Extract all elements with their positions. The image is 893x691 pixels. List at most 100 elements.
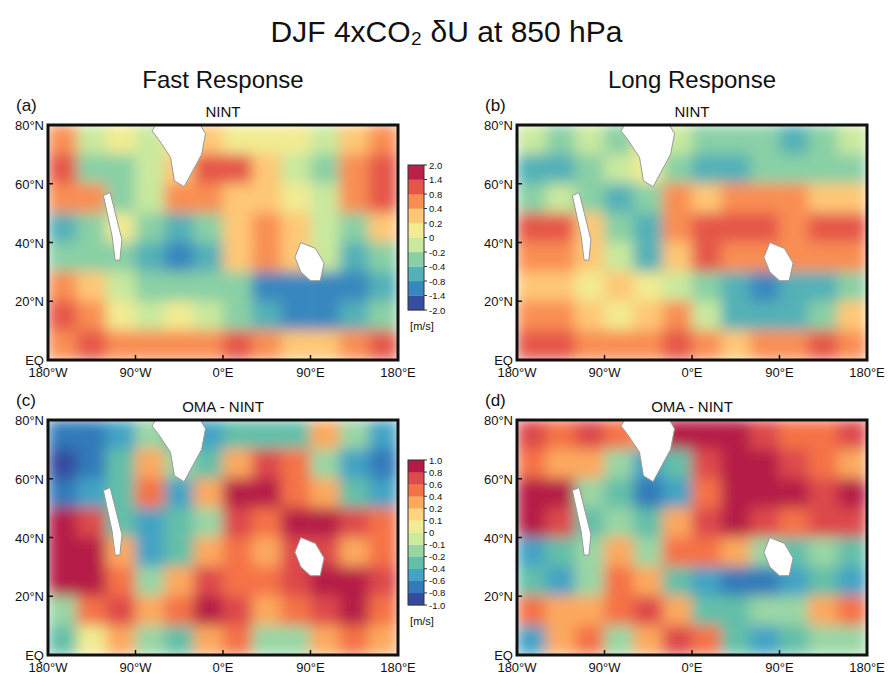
heat-cell — [663, 596, 693, 626]
column-title: Long Response — [608, 66, 776, 93]
heat-cell — [310, 301, 340, 331]
heat-cell — [633, 537, 663, 567]
heat-cell — [692, 125, 722, 155]
heat-cell — [194, 183, 224, 213]
heat-cell — [546, 272, 576, 302]
colorbar-tick-label: -1.0 — [429, 600, 445, 611]
heat-cell — [575, 330, 605, 360]
heat-cell — [339, 272, 369, 302]
colorbar-bin — [408, 557, 424, 569]
heat-cell — [604, 596, 634, 626]
heat-cell — [808, 449, 838, 479]
heat-cell — [48, 567, 77, 597]
x-tick — [135, 355, 137, 360]
heat-cell — [808, 420, 838, 450]
heat-cell — [838, 125, 867, 155]
colorbar-bin — [408, 545, 424, 557]
heat-cell — [223, 330, 253, 360]
y-tick-label: 20°N — [484, 589, 513, 604]
heat-cell — [517, 125, 546, 155]
colorbar-tick-label: -0.4 — [429, 563, 445, 574]
panel-title: NINT — [206, 103, 241, 120]
y-tick — [517, 124, 522, 126]
colorbar-bin — [408, 180, 424, 195]
plot-area — [517, 125, 867, 360]
heat-cell — [77, 596, 107, 626]
heat-cell — [194, 478, 224, 508]
heat-cell — [339, 125, 369, 155]
heat-cell — [721, 242, 751, 272]
x-tick — [222, 355, 224, 360]
heat-cell — [546, 478, 576, 508]
heat-cell — [633, 478, 663, 508]
heat-cell — [663, 330, 693, 360]
colorbar-bin — [408, 460, 424, 472]
heat-cell — [369, 183, 398, 213]
heat-cell — [779, 449, 809, 479]
heat-cell — [281, 213, 311, 243]
heat-cell — [779, 213, 809, 243]
colorbar-tick — [424, 179, 427, 180]
heat-cell — [339, 508, 369, 538]
colorbar: -1.0-0.8-0.6-0.4-0.2-0.100.10.20.40.60.8… — [408, 455, 445, 628]
heat-cell — [281, 508, 311, 538]
heat-cell — [281, 183, 311, 213]
y-tick-label: EQ — [25, 353, 44, 368]
heat-cell — [838, 508, 867, 538]
heat-cell — [692, 242, 722, 272]
heat-cell — [575, 154, 605, 184]
heat-cell — [369, 567, 398, 597]
heat-cell — [750, 154, 780, 184]
heat-cell — [750, 449, 780, 479]
x-tick-label: 180°E — [380, 365, 416, 380]
y-tick — [517, 359, 522, 361]
heat-cell — [663, 478, 693, 508]
colorbar-bin — [408, 252, 424, 267]
colorbar-tick — [424, 580, 427, 581]
heatmap — [48, 420, 398, 655]
y-tick-label: 60°N — [484, 472, 513, 487]
heat-cell — [633, 242, 663, 272]
heat-cell — [369, 449, 398, 479]
heat-cell — [77, 213, 107, 243]
heat-cell — [369, 478, 398, 508]
colorbar-tick-label: 0.1 — [429, 515, 442, 526]
heat-cell — [252, 272, 282, 302]
heat-cell — [369, 154, 398, 184]
heat-cell — [135, 449, 165, 479]
heat-cell — [604, 183, 634, 213]
heat-cell — [692, 301, 722, 331]
plot-area — [517, 420, 867, 655]
colorbar-label: [m/s] — [410, 615, 434, 627]
heat-cell — [692, 625, 722, 655]
colorbar-tick-label: 1.0 — [429, 455, 442, 466]
heat-cell — [517, 596, 546, 626]
heat-cell — [339, 242, 369, 272]
heat-cell — [223, 508, 253, 538]
land-mask — [152, 420, 206, 482]
colorbar-tick — [424, 556, 427, 557]
x-tick-label: 180°E — [849, 660, 885, 675]
colorbar-bin — [408, 472, 424, 484]
heat-cell — [164, 625, 194, 655]
heatmap — [517, 125, 867, 360]
y-tick — [517, 478, 522, 480]
heat-cell — [517, 567, 546, 597]
heat-cell — [633, 567, 663, 597]
y-tick — [517, 419, 522, 421]
heat-cell — [692, 272, 722, 302]
colorbar-tick — [424, 532, 427, 533]
heat-cell — [838, 330, 867, 360]
colorbar-tick — [424, 520, 427, 521]
heat-cell — [339, 478, 369, 508]
heat-cell — [48, 596, 77, 626]
heat-cell — [339, 154, 369, 184]
plot-area — [48, 125, 398, 360]
heat-cell — [252, 125, 282, 155]
heat-cell — [808, 272, 838, 302]
land-mask — [572, 193, 591, 261]
heat-cell — [779, 330, 809, 360]
colorbar-bin — [408, 267, 424, 282]
colorbar-tick — [424, 544, 427, 545]
x-tick-label: 90°W — [589, 660, 622, 675]
